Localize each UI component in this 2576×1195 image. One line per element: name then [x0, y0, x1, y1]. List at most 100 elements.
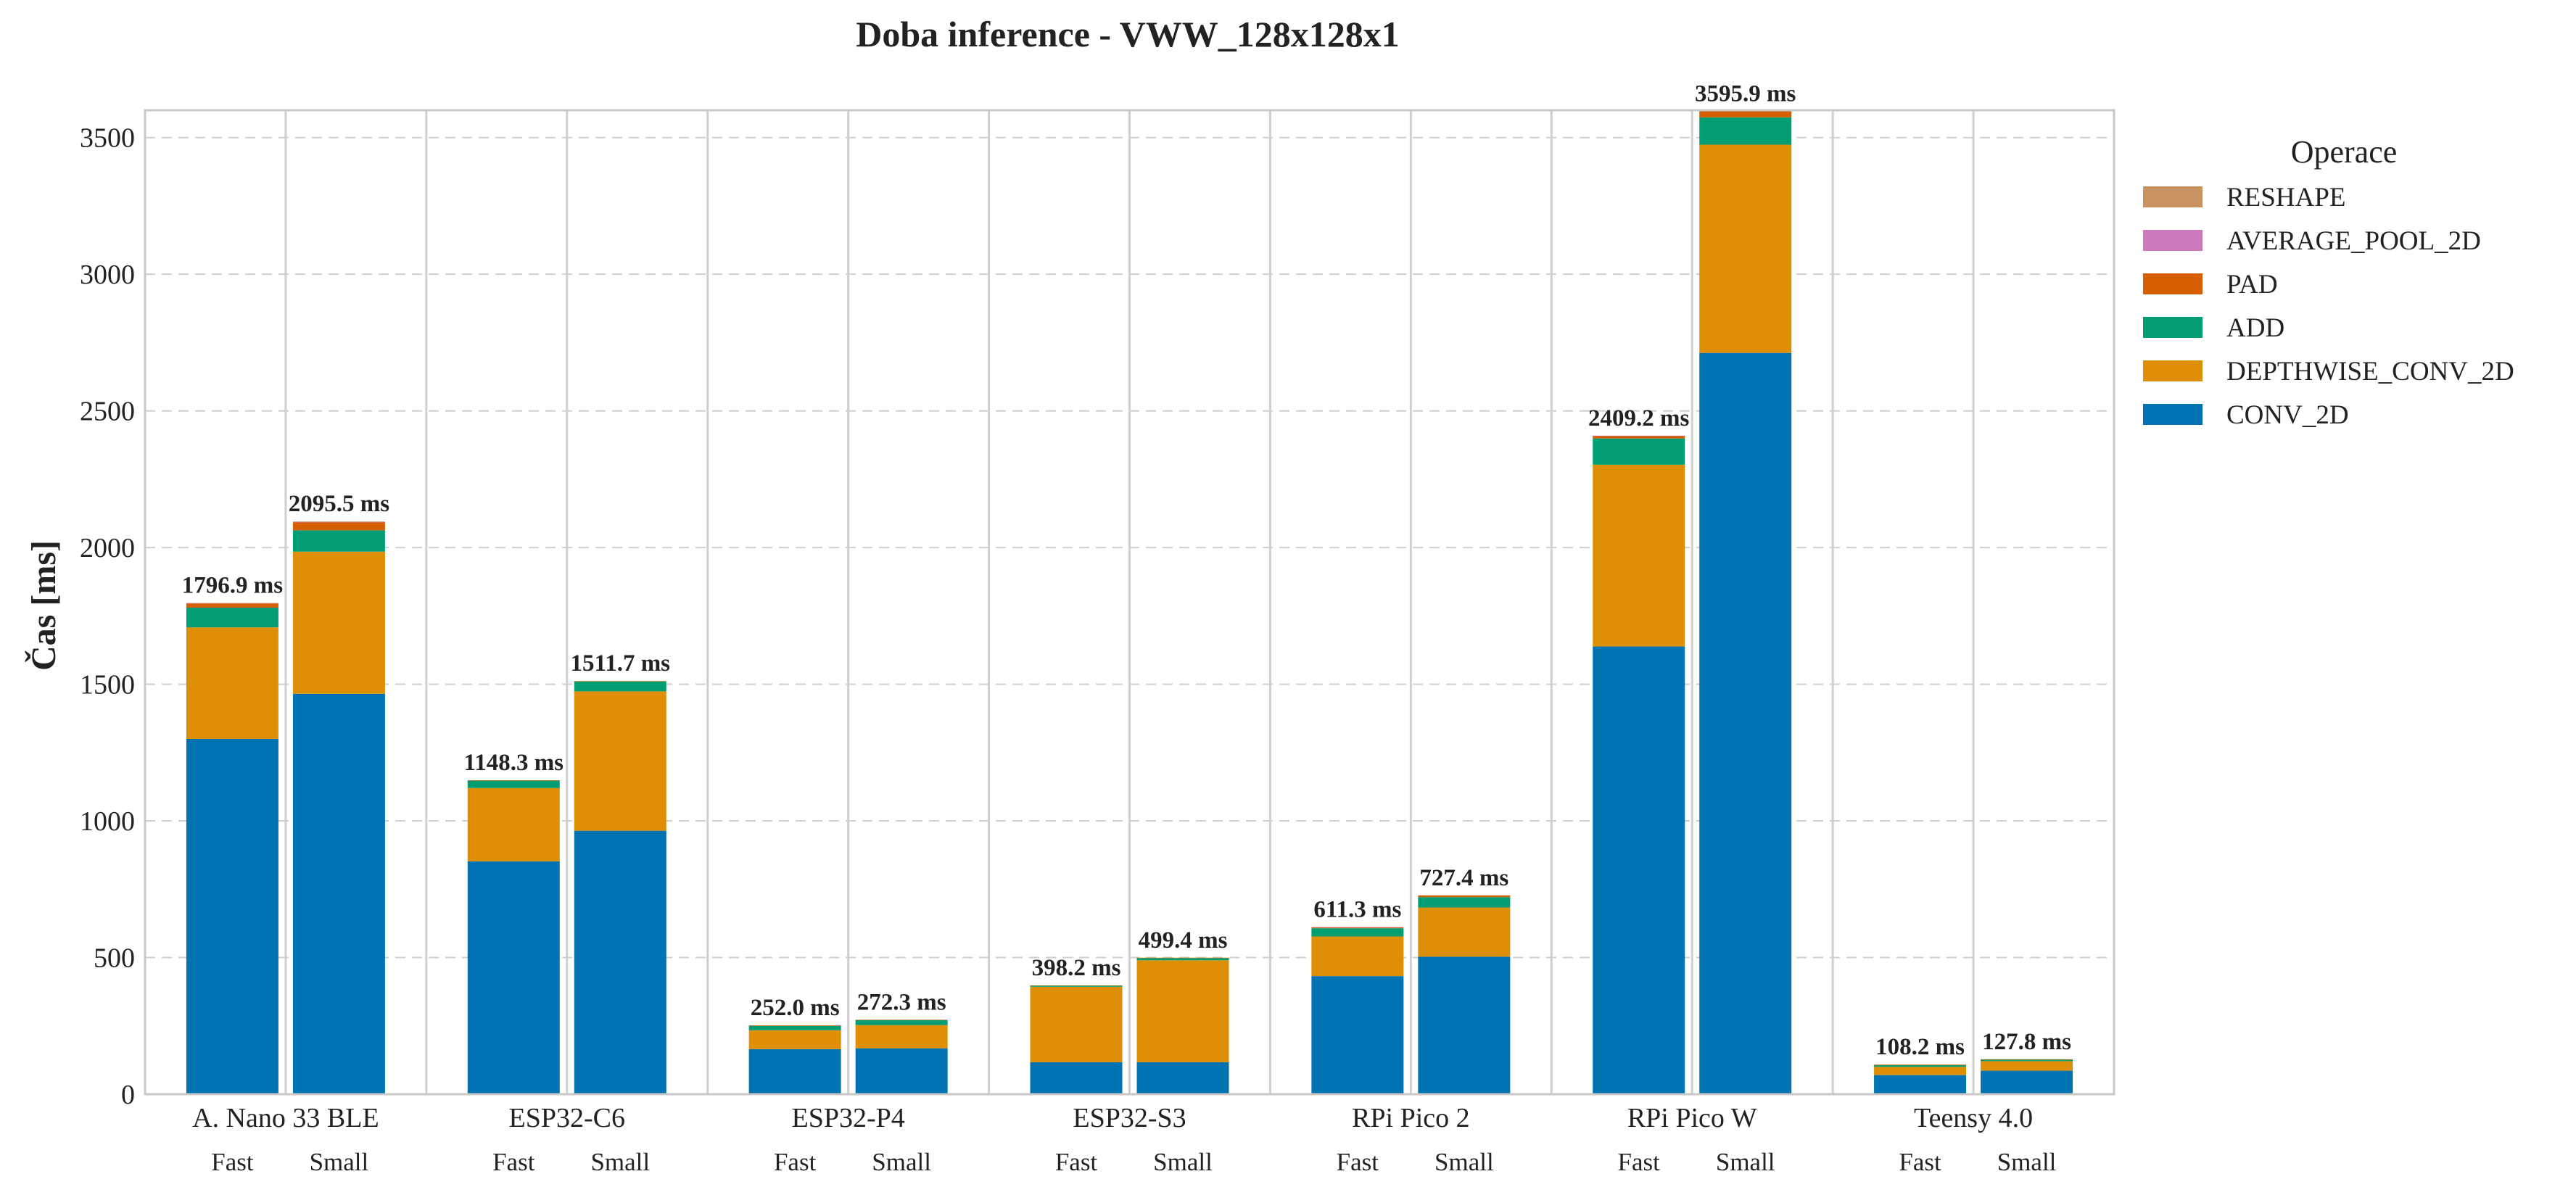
bar-segment-a-nano-33-ble-small-reshape: [292, 521, 385, 522]
y-tick-label-0: 0: [121, 1080, 135, 1110]
x-subcategory-label-a-nano-33-ble-fast: Fast: [211, 1148, 254, 1176]
legend-swatch-pad: [2143, 273, 2203, 294]
bar-segment-rpi-pico-2-fast-conv-2d: [1311, 976, 1404, 1094]
bar-segment-a-nano-33-ble-small-pad: [292, 522, 385, 531]
bar-segment-rpi-pico-w-fast-pad: [1593, 435, 1685, 439]
y-tick-label-2500: 2500: [80, 397, 135, 427]
total-label-teensy-4-0-small: 127.8 ms: [1982, 1029, 2071, 1055]
y-tick-label-3000: 3000: [80, 260, 135, 290]
bar-segment-esp32-s3-fast-depthwise-conv-2d: [1030, 986, 1123, 1062]
bar-segment-esp32-s3-small-pad: [1136, 957, 1229, 959]
bar-segment-rpi-pico-2-small-depthwise-conv-2d: [1418, 907, 1511, 957]
bar-segment-esp32-c6-fast-conv-2d: [467, 861, 560, 1094]
total-label-esp32-s3-small: 499.4 ms: [1139, 927, 1228, 954]
bar-segment-esp32-c6-small-conv-2d: [574, 830, 666, 1094]
x-subcategory-label-esp32-p4-small: Small: [872, 1148, 931, 1176]
bar-segment-a-nano-33-ble-small-depthwise-conv-2d: [292, 551, 385, 694]
y-tick-label-2000: 2000: [80, 533, 135, 563]
bar-segment-teensy-4-0-fast-depthwise-conv-2d: [1874, 1067, 1967, 1075]
y-axis-label: Čas [ms]: [24, 540, 63, 671]
total-label-rpi-pico-2-small: 727.4 ms: [1419, 865, 1508, 891]
legend-swatch-average-pool-2d: [2143, 230, 2203, 251]
x-tick-label-esp32-c6: ESP32-C6: [509, 1103, 625, 1133]
x-subcategory-label-rpi-pico-2-fast: Fast: [1337, 1148, 1379, 1176]
x-subcategory-label-esp32-p4-fast: Fast: [774, 1148, 817, 1176]
x-subcategory-label-rpi-pico-2-small: Small: [1434, 1148, 1494, 1176]
bar-segment-rpi-pico-w-fast-average-pool-2d: [1593, 435, 1685, 437]
chart-title: Doba inference - VWW_128x128x1: [856, 14, 1400, 54]
bar-segment-esp32-p4-small-depthwise-conv-2d: [855, 1025, 948, 1049]
bar-segment-esp32-s3-small-add: [1136, 958, 1229, 961]
legend-label-pad: PAD: [2226, 270, 2278, 299]
x-subcategory-label-teensy-4-0-small: Small: [1997, 1148, 2057, 1176]
bar-segment-rpi-pico-w-small-conv-2d: [1699, 352, 1792, 1094]
total-label-esp32-c6-small: 1511.7 ms: [571, 650, 671, 677]
legend-swatch-reshape: [2143, 186, 2203, 207]
bar-segment-a-nano-33-ble-fast-depthwise-conv-2d: [186, 627, 278, 739]
bar-segment-esp32-s3-fast-conv-2d: [1030, 1062, 1123, 1094]
bar-segment-rpi-pico-2-small-pad: [1418, 895, 1511, 898]
total-label-esp32-s3-fast: 398.2 ms: [1032, 955, 1121, 981]
x-subcategory-label-esp32-c6-fast: Fast: [492, 1148, 535, 1176]
bar-segment-a-nano-33-ble-small-average-pool-2d: [292, 521, 385, 523]
bar-segment-esp32-c6-fast-pad: [467, 780, 560, 781]
bar-segment-teensy-4-0-small-pad: [1981, 1059, 2073, 1060]
bar-segment-esp32-c6-fast-depthwise-conv-2d: [467, 787, 560, 861]
x-subcategory-label-teensy-4-0-fast: Fast: [1899, 1148, 1941, 1176]
legend: Operace RESHAPE AVERAGE_POOL_2D PAD ADD DEPT…: [2143, 134, 2514, 430]
bars-layer: 1796.9 ms 2095.5 ms 1148.3 ms 1511.7 ms 252.…: [182, 81, 2073, 1094]
legend-label-reshape: RESHAPE: [2226, 183, 2345, 212]
bar-segment-teensy-4-0-fast-conv-2d: [1874, 1075, 1967, 1094]
total-label-esp32-p4-fast: 252.0 ms: [751, 995, 840, 1021]
bar-segment-a-nano-33-ble-fast-add: [186, 608, 278, 628]
x-subcategory-label-a-nano-33-ble-small: Small: [310, 1148, 369, 1176]
total-label-rpi-pico-w-fast: 2409.2 ms: [1588, 405, 1689, 431]
bar-segment-teensy-4-0-small-add: [1981, 1059, 2073, 1062]
grid-layer: [145, 110, 2114, 1094]
bar-segment-esp32-p4-fast-conv-2d: [748, 1049, 841, 1094]
total-label-a-nano-33-ble-small: 2095.5 ms: [289, 491, 389, 517]
total-label-esp32-c6-fast: 1148.3 ms: [464, 750, 564, 776]
legend-label-conv-2d: CONV_2D: [2226, 400, 2349, 430]
y-tick-label-500: 500: [94, 943, 135, 974]
x-subcategory-label-esp32-s3-fast: Fast: [1055, 1148, 1098, 1176]
bar-segment-rpi-pico-2-fast-depthwise-conv-2d: [1311, 936, 1404, 977]
bar-segment-a-nano-33-ble-small-add: [292, 530, 385, 552]
legend-label-average-pool-2d: AVERAGE_POOL_2D: [2226, 226, 2481, 256]
x-subcategory-label-rpi-pico-w-fast: Fast: [1618, 1148, 1661, 1176]
bar-segment-esp32-s3-small-depthwise-conv-2d: [1136, 960, 1229, 1062]
bar-segment-rpi-pico-w-fast-conv-2d: [1593, 646, 1685, 1094]
bar-segment-esp32-p4-fast-pad: [748, 1025, 841, 1026]
bar-segment-teensy-4-0-small-depthwise-conv-2d: [1981, 1061, 2073, 1071]
bar-segment-rpi-pico-w-fast-depthwise-conv-2d: [1593, 464, 1685, 647]
bar-segment-rpi-pico-w-small-pad: [1699, 111, 1792, 117]
total-label-esp32-p4-small: 272.3 ms: [857, 989, 946, 1015]
bar-segment-esp32-s3-fast-pad: [1030, 985, 1123, 986]
bar-segment-esp32-s3-small-conv-2d: [1136, 1062, 1229, 1094]
bar-segment-teensy-4-0-fast-pad: [1874, 1064, 1967, 1066]
plot-frame: [144, 109, 2115, 1096]
bar-segment-esp32-c6-fast-add: [467, 780, 560, 788]
bar-segment-rpi-pico-2-fast-average-pool-2d: [1311, 927, 1404, 928]
x-tick-label-esp32-p4: ESP32-P4: [792, 1103, 905, 1133]
x-tick-label-esp32-s3: ESP32-S3: [1073, 1103, 1186, 1133]
bar-segment-rpi-pico-2-small-conv-2d: [1418, 956, 1511, 1094]
bar-segment-esp32-p4-fast-depthwise-conv-2d: [748, 1030, 841, 1049]
total-label-rpi-pico-w-small: 3595.9 ms: [1695, 81, 1796, 107]
x-tick-label-rpi-pico-w: RPi Pico W: [1627, 1103, 1757, 1133]
x-subcategory-label-esp32-s3-small: Small: [1153, 1148, 1213, 1176]
bar-segment-esp32-c6-small-add: [574, 681, 666, 692]
legend-label-depthwise-conv-2d: DEPTHWISE_CONV_2D: [2226, 357, 2514, 386]
x-tick-label-a-nano-33-ble: A. Nano 33 BLE: [192, 1103, 379, 1133]
bar-segment-rpi-pico-2-fast-add: [1311, 928, 1404, 937]
bar-segment-rpi-pico-w-fast-add: [1593, 438, 1685, 465]
legend-label-add: ADD: [2226, 313, 2284, 343]
bar-segment-a-nano-33-ble-small-conv-2d: [292, 693, 385, 1094]
y-tick-label-1500: 1500: [80, 670, 135, 700]
total-label-a-nano-33-ble-fast: 1796.9 ms: [182, 573, 283, 599]
legend-swatch-add: [2143, 317, 2203, 338]
bar-segment-esp32-p4-small-add: [855, 1020, 948, 1025]
bar-segment-a-nano-33-ble-fast-conv-2d: [186, 738, 278, 1094]
bar-segment-esp32-s3-fast-add: [1030, 985, 1123, 987]
